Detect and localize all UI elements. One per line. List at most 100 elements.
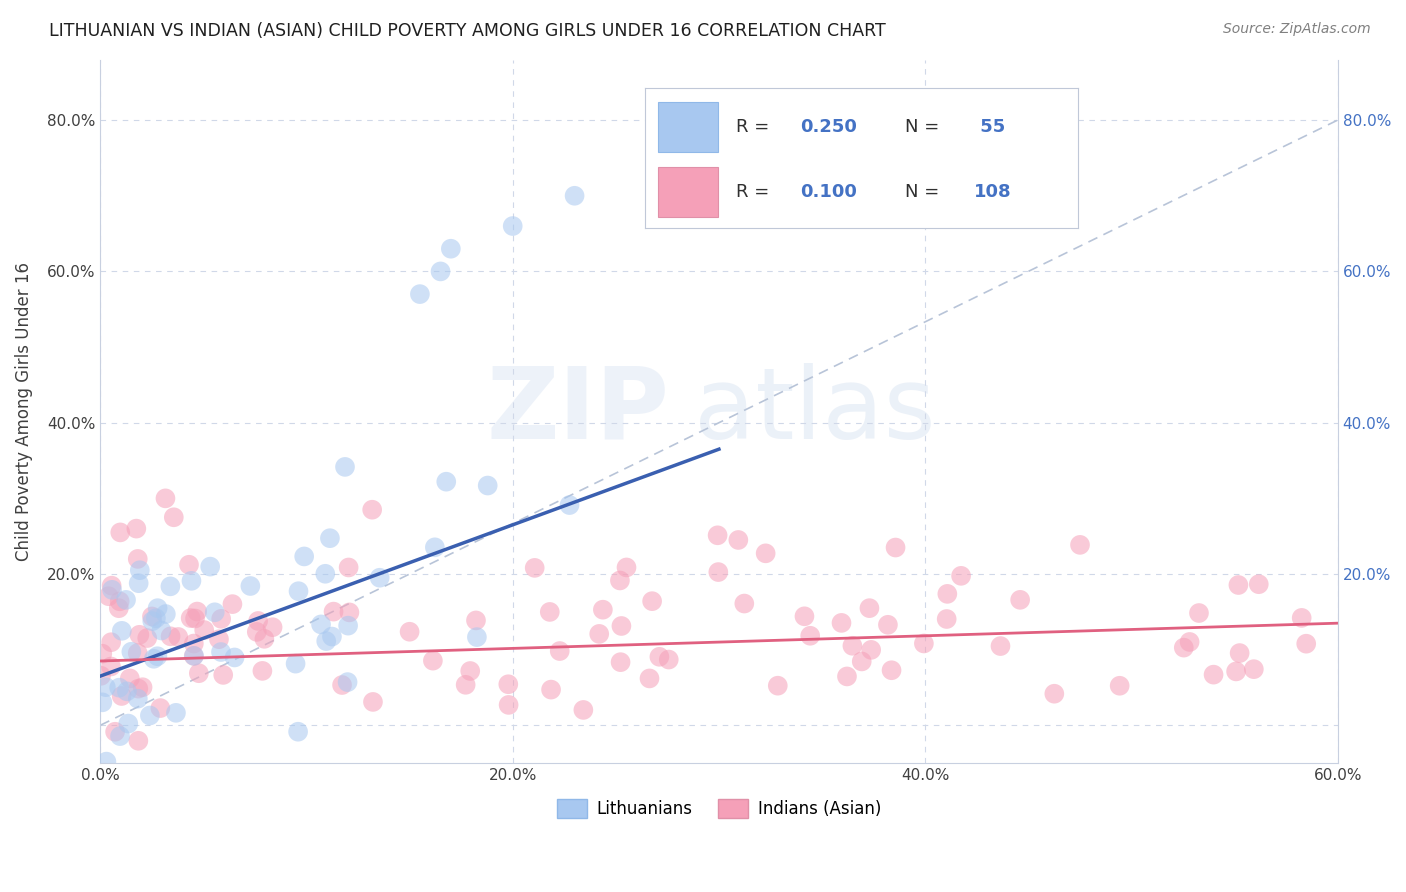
Point: [180, 574, 202, 588]
Point: [616, 560, 638, 574]
Point: [127, 681, 149, 696]
Point: [186, 605, 208, 619]
Point: [609, 655, 631, 669]
Point: [100, 635, 122, 649]
Point: [409, 287, 432, 301]
Point: [115, 593, 138, 607]
Point: [221, 597, 243, 611]
Point: [793, 609, 815, 624]
Point: [314, 566, 336, 581]
Point: [423, 541, 446, 555]
Point: [610, 619, 633, 633]
Point: [159, 579, 181, 593]
Point: [128, 628, 150, 642]
Point: [108, 594, 131, 608]
Point: [1010, 592, 1032, 607]
Point: [706, 528, 728, 542]
Point: [177, 558, 200, 572]
Point: [1178, 635, 1201, 649]
Point: [125, 522, 148, 536]
Point: [128, 576, 150, 591]
Point: [912, 636, 935, 650]
Point: [128, 563, 150, 577]
Point: [707, 565, 730, 579]
Text: Source: ZipAtlas.com: Source: ZipAtlas.com: [1223, 22, 1371, 37]
Point: [287, 584, 309, 599]
Point: [588, 627, 610, 641]
Point: [1043, 687, 1066, 701]
Point: [477, 478, 499, 492]
Point: [440, 242, 463, 256]
Point: [141, 614, 163, 628]
Point: [118, 672, 141, 686]
Point: [465, 614, 488, 628]
Point: [163, 510, 186, 524]
Point: [315, 634, 337, 648]
Point: [209, 612, 232, 626]
Point: [91, 695, 114, 709]
Point: [100, 579, 122, 593]
Point: [1291, 611, 1313, 625]
Point: [127, 691, 149, 706]
Point: [142, 652, 165, 666]
Point: [239, 579, 262, 593]
Point: [155, 491, 177, 506]
Point: [548, 644, 571, 658]
Point: [429, 264, 451, 278]
Point: [558, 498, 581, 512]
Point: [96, 755, 118, 769]
Point: [139, 708, 162, 723]
Point: [645, 151, 668, 165]
Point: [799, 629, 821, 643]
Point: [337, 560, 360, 574]
Point: [108, 681, 131, 695]
Point: [108, 601, 131, 615]
Point: [204, 605, 226, 619]
Point: [368, 571, 391, 585]
Point: [104, 724, 127, 739]
Point: [638, 672, 661, 686]
Point: [141, 609, 163, 624]
Point: [111, 689, 134, 703]
Point: [150, 624, 173, 638]
Point: [458, 664, 481, 678]
Point: [183, 648, 205, 663]
Point: [835, 669, 858, 683]
Point: [1108, 679, 1130, 693]
Point: [1225, 665, 1247, 679]
Point: [592, 602, 614, 616]
Point: [97, 589, 120, 603]
Point: [858, 601, 880, 615]
Point: [167, 630, 190, 644]
Point: [180, 611, 202, 625]
Point: [831, 615, 853, 630]
Point: [540, 682, 562, 697]
Point: [91, 647, 114, 661]
Point: [149, 701, 172, 715]
Point: [131, 680, 153, 694]
Point: [1069, 538, 1091, 552]
Point: [247, 614, 270, 628]
Point: [880, 663, 903, 677]
Point: [319, 531, 342, 545]
Point: [564, 188, 586, 202]
Point: [253, 632, 276, 646]
Point: [422, 654, 444, 668]
Point: [330, 678, 353, 692]
Point: [246, 624, 269, 639]
Point: [950, 569, 973, 583]
Point: [208, 632, 231, 647]
Point: [538, 605, 561, 619]
Point: [145, 611, 167, 625]
Point: [136, 631, 159, 645]
Point: [336, 675, 359, 690]
Point: [127, 552, 149, 566]
Point: [110, 525, 132, 540]
Point: [877, 617, 900, 632]
Point: [498, 677, 520, 691]
Point: [936, 587, 959, 601]
Point: [193, 623, 215, 637]
Point: [212, 668, 235, 682]
Point: [292, 549, 315, 564]
Point: [1227, 578, 1250, 592]
